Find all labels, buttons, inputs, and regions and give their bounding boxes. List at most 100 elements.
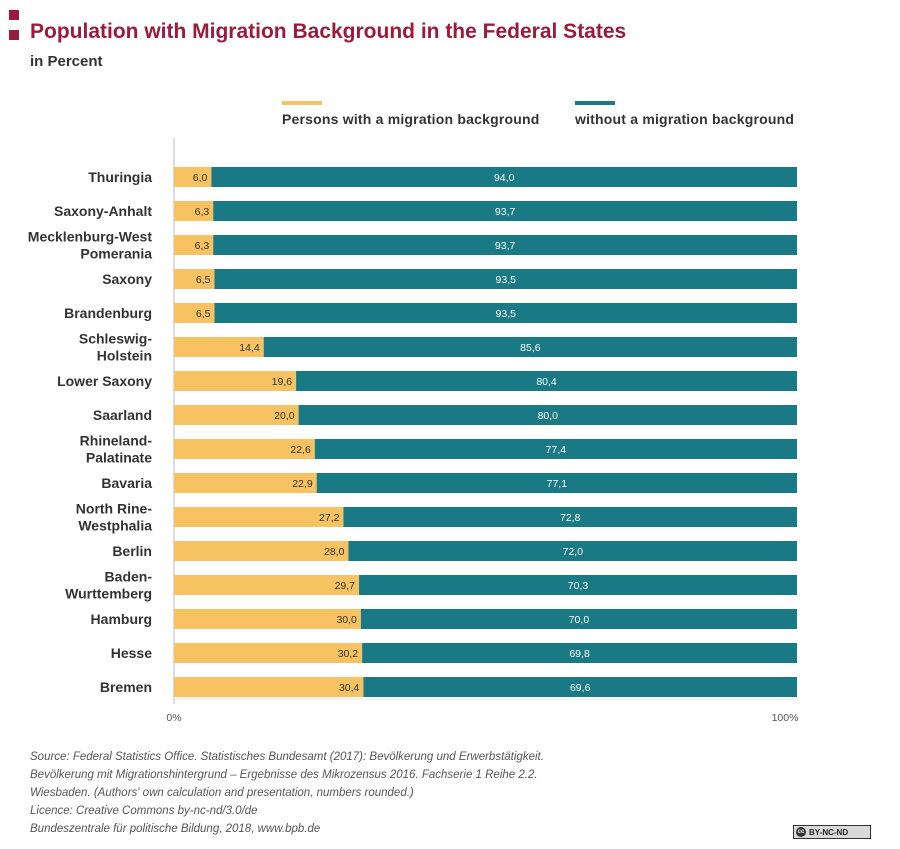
bar-migration — [174, 677, 364, 697]
legend-swatch-migration — [282, 101, 322, 105]
category-label: Mecklenburg-West Pomerania — [28, 229, 153, 262]
data-label-without-migration: 70,3 — [568, 580, 589, 592]
x-tick-label: 100% — [772, 712, 799, 724]
category-label: Saxony — [102, 271, 152, 287]
license-badge: cc BY-NC-ND — [793, 825, 871, 839]
category-label: Brandenburg — [64, 305, 152, 321]
data-label-migration: 30,0 — [336, 614, 357, 626]
data-label-migration: 28,0 — [324, 546, 345, 558]
data-label-without-migration: 94,0 — [494, 172, 515, 184]
data-label-migration: 29,7 — [335, 580, 356, 592]
bar-migration — [174, 303, 215, 323]
bar-migration — [174, 235, 214, 255]
data-label-without-migration: 85,6 — [520, 342, 541, 354]
category-label: Lower Saxony — [57, 373, 152, 389]
bar-without-migration — [214, 303, 797, 323]
source-notes: Source: Federal Statistics Office. Stati… — [30, 748, 544, 838]
title-marker-bottom — [9, 30, 19, 40]
bar-without-migration — [298, 405, 797, 425]
source-line: Licence: Creative Commons by-nc-nd/3.0/d… — [30, 805, 258, 817]
bar-without-migration — [360, 609, 797, 629]
bar-without-migration — [213, 235, 797, 255]
bar-without-migration — [343, 507, 797, 527]
category-label: Bremen — [100, 679, 152, 695]
legend-swatch-without-migration — [575, 101, 615, 105]
data-label-without-migration: 93,5 — [496, 308, 517, 320]
data-label-migration: 22,6 — [290, 444, 311, 456]
bar-without-migration — [211, 167, 797, 187]
chart-title: Population with Migration Background in … — [30, 20, 627, 43]
data-label-without-migration: 77,1 — [547, 478, 568, 490]
bar-without-migration — [362, 643, 797, 663]
source-line: Source: Federal Statistics Office. Stati… — [30, 751, 544, 763]
category-label: Saxony-Anhalt — [54, 203, 152, 219]
category-label: Hesse — [111, 645, 152, 661]
category-label: North Rine-Westphalia — [76, 501, 153, 534]
data-label-migration: 6,3 — [195, 206, 210, 218]
category-label: Schleswig-Holstein — [79, 331, 152, 364]
data-label-without-migration: 77,4 — [546, 444, 567, 456]
data-label-migration: 22,9 — [292, 478, 313, 490]
data-label-migration: 6,3 — [195, 240, 210, 252]
bar-migration — [174, 507, 344, 527]
bar-migration — [174, 439, 315, 459]
bar-without-migration — [214, 269, 797, 289]
data-label-migration: 14,4 — [239, 342, 260, 354]
data-label-migration: 19,6 — [272, 376, 293, 388]
category-label: Berlin — [112, 543, 152, 559]
bar-without-migration — [359, 575, 797, 595]
category-label: Thuringia — [88, 169, 152, 185]
bar-migration — [174, 269, 215, 289]
stacked-bar-chart: 6,0 94,0 Thuringia 6,3 93,7 Saxony-Anhalt 6,3 9… — [28, 138, 799, 724]
bar-migration — [174, 575, 360, 595]
bar-migration — [174, 473, 317, 493]
legend-label-without-migration: without a migration background — [575, 111, 795, 127]
data-label-without-migration: 93,5 — [496, 274, 517, 286]
source-line: Bundeszentrale für politische Bildung, 2… — [30, 823, 321, 835]
data-label-migration: 30,2 — [338, 648, 359, 660]
x-tick-label: 0% — [166, 712, 181, 724]
bar-without-migration — [316, 473, 797, 493]
bar-migration — [174, 201, 214, 221]
data-label-without-migration: 80,4 — [536, 376, 557, 388]
bar-migration — [174, 167, 212, 187]
category-label: Bavaria — [101, 475, 152, 491]
data-label-migration: 6,5 — [196, 274, 211, 286]
bar-migration — [174, 609, 361, 629]
bar-without-migration — [263, 337, 797, 357]
data-label-without-migration: 80,0 — [538, 410, 559, 422]
data-label-without-migration: 72,8 — [560, 512, 581, 524]
bar-migration — [174, 541, 349, 561]
data-label-without-migration: 70,0 — [569, 614, 590, 626]
data-label-without-migration: 69,8 — [569, 648, 590, 660]
category-label: Hamburg — [91, 611, 152, 627]
data-label-migration: 20,0 — [274, 410, 295, 422]
data-label-without-migration: 93,7 — [495, 240, 516, 252]
bar-migration — [174, 405, 299, 425]
source-line: Wiesbaden. (Authors' own calculation and… — [30, 787, 414, 799]
data-label-without-migration: 93,7 — [495, 206, 516, 218]
data-label-migration: 27,2 — [319, 512, 340, 524]
bar-migration — [174, 643, 363, 663]
category-label: Saarland — [93, 407, 152, 423]
title-marker-top — [9, 10, 19, 20]
bar-without-migration — [296, 371, 797, 391]
category-label: Baden-Wurttemberg — [65, 569, 152, 602]
bar-without-migration — [348, 541, 797, 561]
cc-icon: cc — [796, 827, 806, 837]
source-line: Bevölkerung mit Migrationshintergrund – … — [30, 769, 538, 781]
bar-without-migration — [213, 201, 797, 221]
bar-without-migration — [314, 439, 797, 459]
bar-migration — [174, 337, 264, 357]
license-badge-label: BY-NC-ND — [809, 827, 849, 837]
chart-subtitle: in Percent — [30, 53, 103, 70]
data-label-migration: 30,4 — [339, 682, 360, 694]
bar-without-migration — [363, 677, 797, 697]
bar-migration — [174, 371, 297, 391]
legend-label-migration: Persons with a migration background — [282, 111, 540, 127]
data-label-migration: 6,0 — [193, 172, 208, 184]
data-label-migration: 6,5 — [196, 308, 211, 320]
category-label: Rhineland-Palatinate — [80, 433, 153, 466]
data-label-without-migration: 69,6 — [570, 682, 591, 694]
data-label-without-migration: 72,0 — [563, 546, 584, 558]
